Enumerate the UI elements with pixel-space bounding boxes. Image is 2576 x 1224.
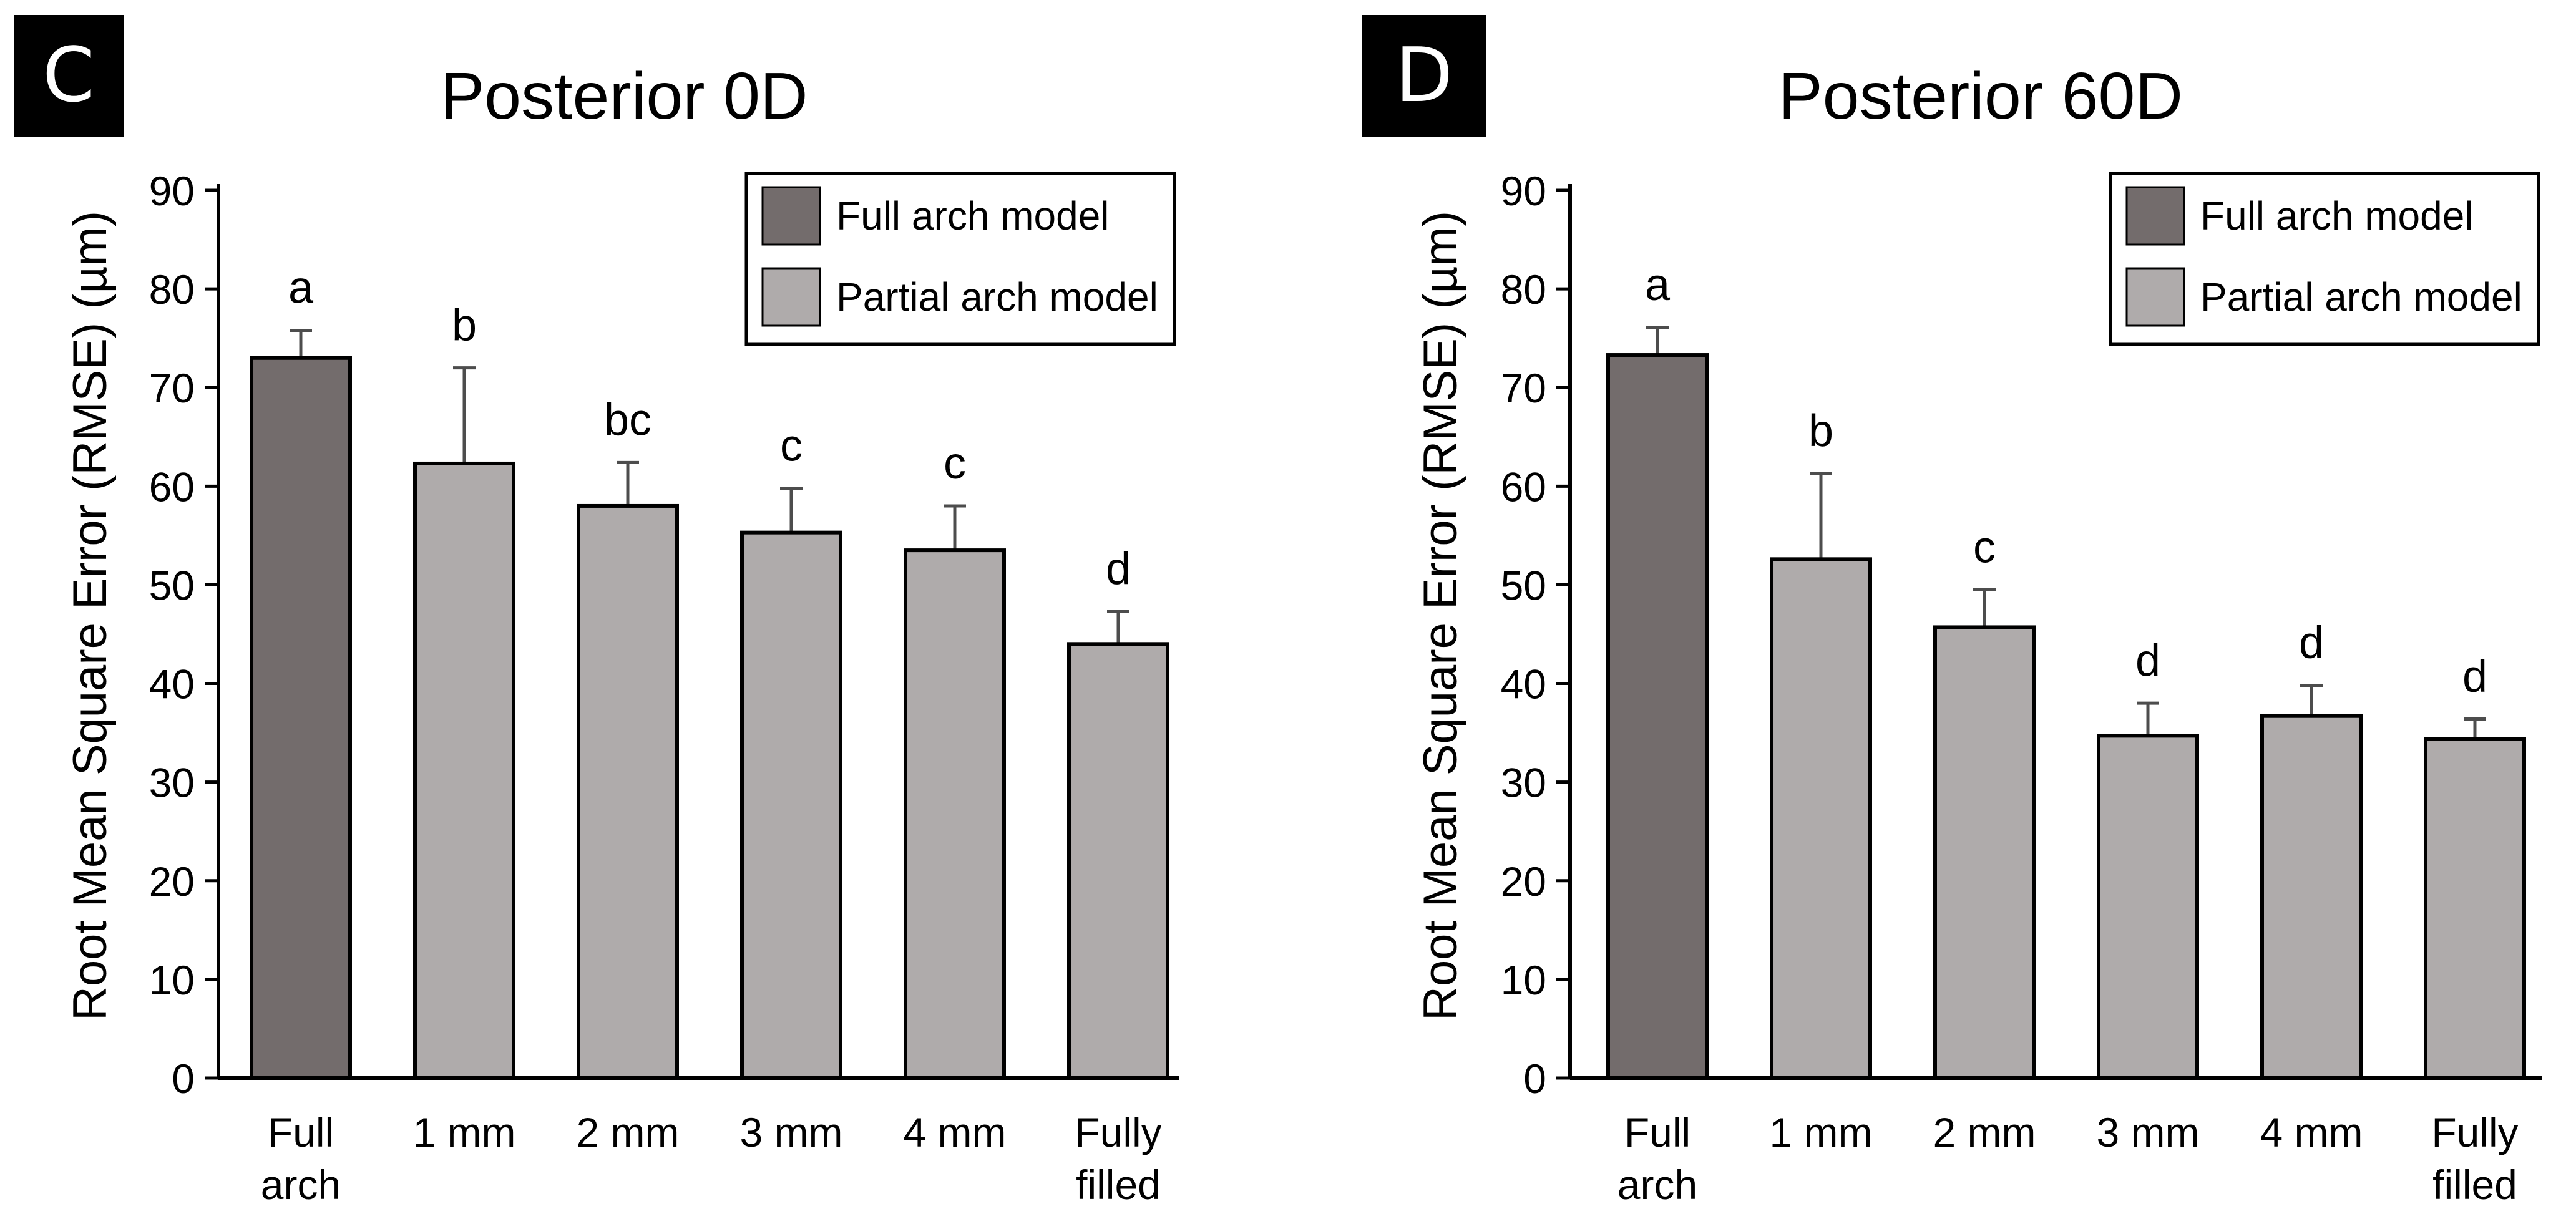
y-tick-label: 90 <box>149 168 195 214</box>
y-tick-label: 80 <box>1501 266 1546 313</box>
y-tick-label: 0 <box>1523 1056 1546 1102</box>
y-axis-label: Root Mean Square Error (RMSE) (µm) <box>64 211 117 1021</box>
x-tick-label: 1 mm <box>1770 1109 1873 1155</box>
chart-title: Posterior 0D <box>440 59 807 133</box>
bar <box>2424 737 2526 1080</box>
panel-label: D <box>1362 15 1486 137</box>
bar <box>577 503 679 1080</box>
y-tick-label: 70 <box>149 365 195 411</box>
significance-letter: d <box>1106 544 1131 594</box>
legend-label-full-arch: Full arch model <box>2200 193 2474 238</box>
y-axis-label: Root Mean Square Error (RMSE) (µm) <box>1414 211 1467 1021</box>
y-tick-label: 50 <box>149 562 195 608</box>
legend-label-partial-arch: Partial arch model <box>836 274 1158 319</box>
x-tick-label: 2 mm <box>1933 1109 2036 1155</box>
chart-title: Posterior 60D <box>1778 59 2183 133</box>
significance-letter: d <box>2299 618 2324 668</box>
x-tick-label: filled <box>2432 1162 2517 1208</box>
y-tick-label: 30 <box>149 760 195 806</box>
bar <box>740 530 842 1080</box>
significance-letter: c <box>780 420 803 470</box>
y-tick-label: 70 <box>1501 365 1546 411</box>
x-tick-label: 4 mm <box>2260 1109 2363 1155</box>
bar <box>413 461 515 1080</box>
y-tick-label: 10 <box>1501 957 1546 1003</box>
significance-letter: d <box>2135 636 2160 686</box>
y-tick-label: 60 <box>149 464 195 510</box>
x-tick-label: filled <box>1076 1162 1161 1208</box>
x-tick-label: Fully <box>1075 1109 1161 1155</box>
legend-swatch-partial-arch <box>2125 267 2185 327</box>
y-tick-label: 10 <box>149 957 195 1003</box>
plot-area: 0 10 20 30 40 50 60 70 80 90 a Full arch b 1 mm bc 2 mm c… <box>149 168 1179 1208</box>
legend-swatch-full-arch <box>2125 186 2185 246</box>
y-tick-label: 0 <box>172 1056 195 1102</box>
y-tick-label: 60 <box>1501 464 1546 510</box>
legend-label-partial-arch: Partial arch model <box>2200 274 2522 319</box>
significance-letter: a <box>288 263 314 313</box>
significance-letter: b <box>452 301 477 351</box>
bar-chart: Posterior 60D Root Mean Square Error (RM… <box>1414 59 2542 1208</box>
x-tick-label: arch <box>1617 1162 1697 1208</box>
bar <box>1933 625 2036 1080</box>
significance-letter: bc <box>604 395 651 445</box>
significance-letter: a <box>1645 260 1671 310</box>
legend: Full arch model Partial arch model <box>744 172 1176 346</box>
bar <box>1067 642 1169 1081</box>
y-tick-label: 40 <box>1501 661 1546 707</box>
bar <box>250 356 352 1080</box>
bar <box>1770 557 1872 1080</box>
y-tick-label: 30 <box>1501 760 1546 806</box>
legend-swatch-partial-arch <box>761 267 821 327</box>
significance-letter: d <box>2462 651 2487 701</box>
x-tick-label: Full <box>1624 1109 1690 1155</box>
y-tick-label: 80 <box>149 266 195 313</box>
significance-letter: b <box>1808 406 1833 456</box>
y-tick-label: 50 <box>1501 562 1546 608</box>
bar <box>904 548 1006 1080</box>
bar <box>2260 714 2363 1080</box>
x-tick-label: 3 mm <box>740 1109 843 1155</box>
significance-letter: c <box>944 439 966 488</box>
y-tick-label: 40 <box>149 661 195 707</box>
chart-panel-c: C Posterior 0D Root Mean Square Error (R… <box>0 0 1288 1221</box>
x-tick-label: Full <box>268 1109 334 1155</box>
y-tick-label: 20 <box>149 858 195 905</box>
bar-chart: Posterior 0D Root Mean Square Error (RMS… <box>64 59 1179 1208</box>
x-tick-label: arch <box>261 1162 341 1208</box>
bar <box>1606 353 1709 1080</box>
panel-label: C <box>14 15 124 137</box>
legend-swatch-full-arch <box>761 186 821 246</box>
bar <box>2097 734 2199 1081</box>
legend-label-full-arch: Full arch model <box>836 193 1110 238</box>
plot-area: 0 10 20 30 40 50 60 70 80 90 a Full arch b 1 mm c 2 mm d 3… <box>1501 168 2542 1208</box>
y-tick-label: 90 <box>1501 168 1546 214</box>
x-tick-label: 2 mm <box>577 1109 680 1155</box>
y-tick-label: 20 <box>1501 858 1546 905</box>
legend: Full arch model Partial arch model <box>2109 172 2540 346</box>
chart-panel-d: D Posterior 60D Root Mean Square Error (… <box>1288 0 2576 1221</box>
x-tick-label: 1 mm <box>413 1109 516 1155</box>
significance-letter: c <box>1973 522 1996 572</box>
x-tick-label: 3 mm <box>2097 1109 2200 1155</box>
x-tick-label: Fully <box>2431 1109 2518 1155</box>
x-tick-label: 4 mm <box>904 1109 1007 1155</box>
